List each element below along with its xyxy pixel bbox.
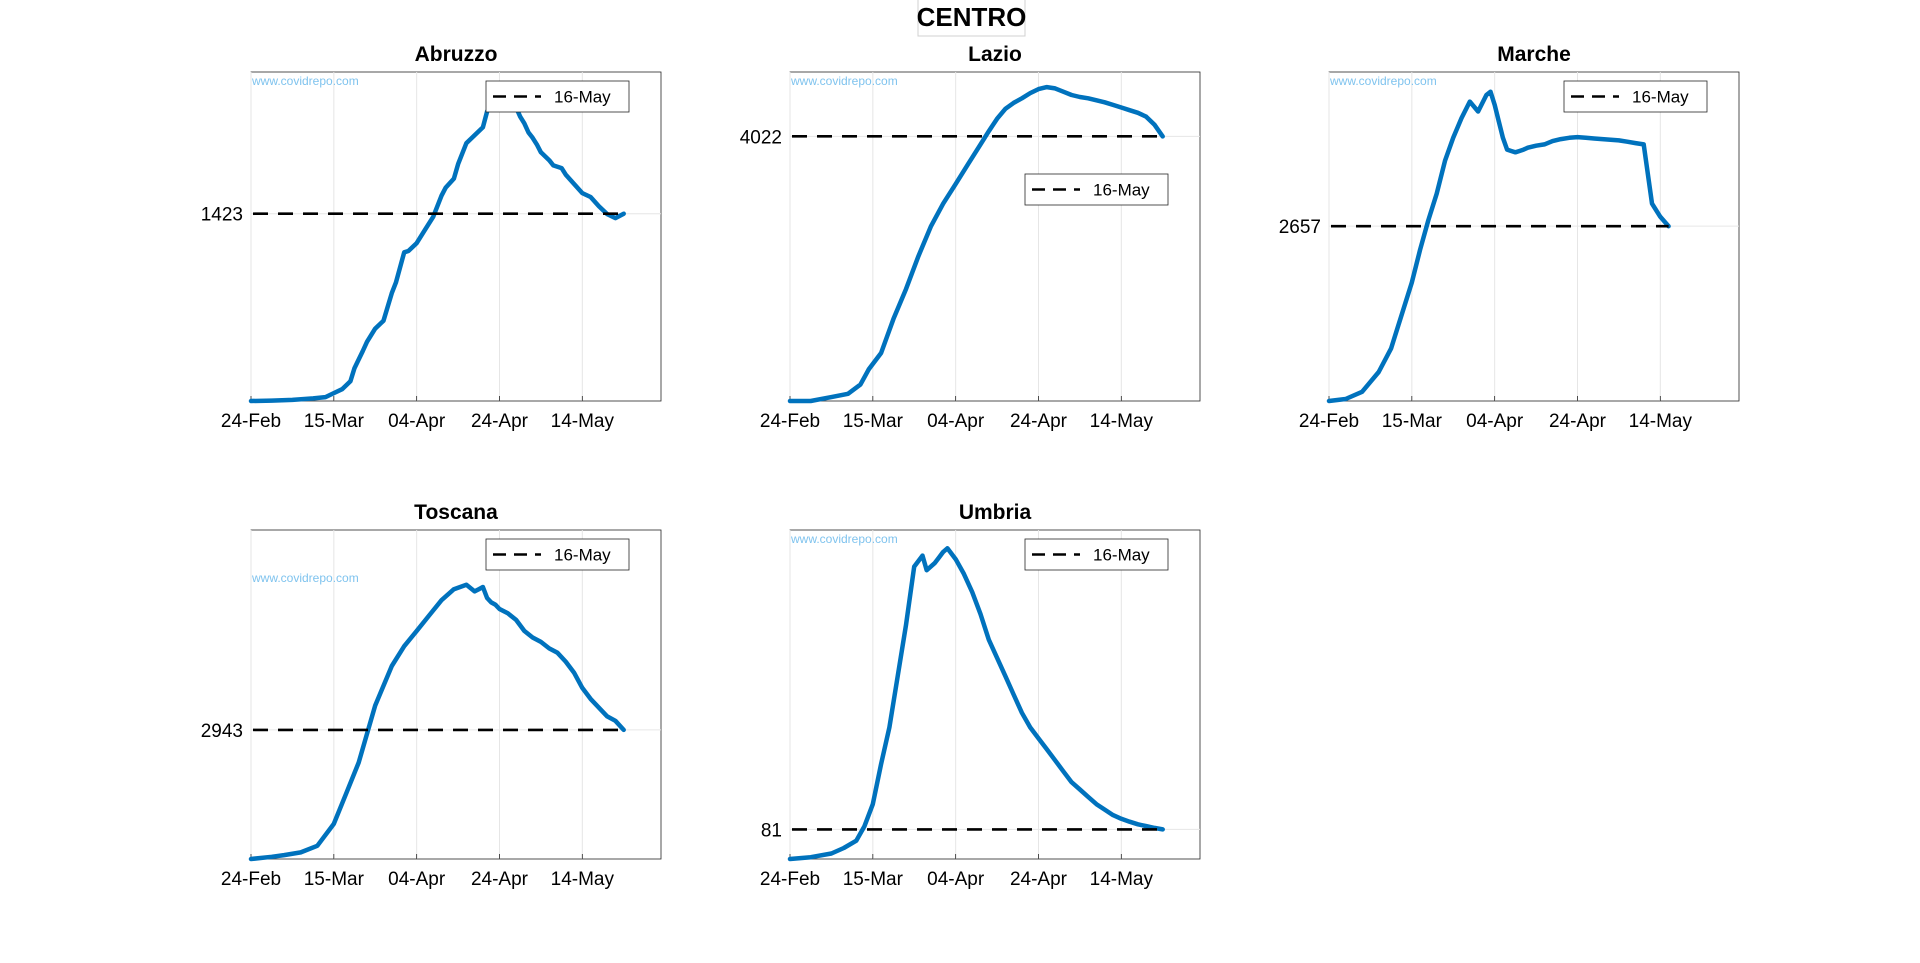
chart-panels: 24-Feb 15-Mar 04-Apr 24-Apr 14-May 1423 Abruzz… xyxy=(201,43,1740,890)
series-line-toscana xyxy=(248,582,626,862)
series-line-lazio xyxy=(787,84,1165,404)
y-tick-label: 2657 xyxy=(1279,217,1321,238)
chart-marche: 24-Feb 15-Mar 04-Apr 24-Apr 14-May 2657 Marche… xyxy=(1279,43,1740,432)
x-tick-label: 04-Apr xyxy=(388,869,446,890)
legend-box xyxy=(485,80,630,113)
watermark-text: www.covidrepo.com xyxy=(1329,74,1437,88)
x-tick-label: 04-Apr xyxy=(927,411,985,432)
legend-box xyxy=(1563,80,1708,113)
chart-title: Toscana xyxy=(414,501,498,524)
x-tick-label: 24-Feb xyxy=(760,869,820,890)
y-tick-label: 1423 xyxy=(201,205,243,226)
legend-label: 16-May xyxy=(554,88,611,107)
x-tick-label: 15-Mar xyxy=(843,869,904,890)
x-tick-label: 15-Mar xyxy=(304,869,365,890)
watermark-text: www.covidrepo.com xyxy=(790,532,898,546)
axes-frame xyxy=(789,529,1201,860)
main-title: CENTRO xyxy=(917,2,1027,32)
series-line-umbria xyxy=(787,546,1165,862)
watermark-text: www.covidrepo.com xyxy=(251,74,359,88)
x-tick-label: 15-Mar xyxy=(304,411,365,432)
x-tick-label: 15-Mar xyxy=(843,411,904,432)
legend-box xyxy=(1024,538,1169,571)
x-tick-label: 24-Apr xyxy=(471,869,529,890)
x-tick-label: 04-Apr xyxy=(388,411,446,432)
legend-label: 16-May xyxy=(554,546,611,565)
legend: 16-May xyxy=(1024,538,1169,571)
chart-title: Marche xyxy=(1497,43,1571,66)
x-tick-label: 15-Mar xyxy=(1382,411,1443,432)
chart-toscana: 24-Feb 15-Mar 04-Apr 24-Apr 14-May 2943 Toscan… xyxy=(201,501,662,890)
x-tick-label: 24-Apr xyxy=(1010,869,1068,890)
chart-umbria: 24-Feb 15-Mar 04-Apr 24-Apr 14-May 81 Umbria ww… xyxy=(760,501,1201,890)
axes-frame xyxy=(1328,71,1740,402)
x-tick-label: 24-Feb xyxy=(1299,411,1359,432)
legend-box xyxy=(1024,173,1169,206)
chart-title: Umbria xyxy=(959,501,1032,524)
legend-label: 16-May xyxy=(1632,88,1689,107)
chart-title: Abruzzo xyxy=(415,43,498,66)
legend: 16-May xyxy=(1563,80,1708,113)
x-tick-label: 24-Apr xyxy=(1549,411,1607,432)
x-tick-label: 24-Feb xyxy=(221,411,281,432)
main-title-box xyxy=(917,0,1026,37)
x-tick-label: 24-Feb xyxy=(221,869,281,890)
y-tick-label: 4022 xyxy=(740,127,782,148)
chart-title: Lazio xyxy=(968,43,1022,66)
x-tick-label: 14-May xyxy=(551,869,615,890)
series-line-abruzzo xyxy=(248,93,626,404)
axes-frame xyxy=(250,71,662,402)
y-tick-label: 2943 xyxy=(201,721,243,742)
watermark-text: www.covidrepo.com xyxy=(251,571,359,585)
x-tick-label: 14-May xyxy=(1090,411,1154,432)
x-tick-label: 14-May xyxy=(1629,411,1693,432)
legend: 16-May xyxy=(485,538,630,571)
x-tick-label: 24-Apr xyxy=(471,411,529,432)
axes-frame xyxy=(789,71,1201,402)
legend-label: 16-May xyxy=(1093,546,1150,565)
x-tick-label: 24-Apr xyxy=(1010,411,1068,432)
axes-frame xyxy=(250,529,662,860)
x-tick-label: 24-Feb xyxy=(760,411,820,432)
watermark-text: www.covidrepo.com xyxy=(790,74,898,88)
legend-box xyxy=(485,538,630,571)
legend: 16-May xyxy=(485,80,630,113)
chart-abruzzo: 24-Feb 15-Mar 04-Apr 24-Apr 14-May 1423 Abruzz… xyxy=(201,43,662,432)
x-tick-label: 14-May xyxy=(1090,869,1154,890)
x-tick-label: 04-Apr xyxy=(927,869,985,890)
legend: 16-May xyxy=(1024,173,1169,206)
x-tick-label: 04-Apr xyxy=(1466,411,1524,432)
chart-lazio: 24-Feb 15-Mar 04-Apr 24-Apr 14-May 4022 Lazio w… xyxy=(740,43,1201,432)
series-line-marche xyxy=(1326,89,1671,404)
x-tick-label: 14-May xyxy=(551,411,615,432)
legend-label: 16-May xyxy=(1093,181,1150,200)
y-tick-label: 81 xyxy=(761,820,782,841)
